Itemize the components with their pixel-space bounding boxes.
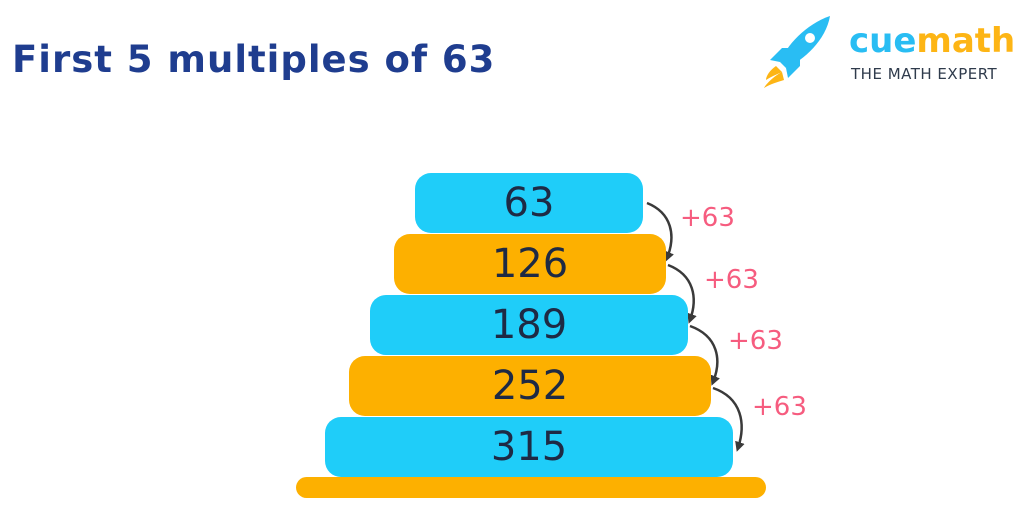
step-label-3: +63	[728, 326, 783, 356]
rocket-icon	[764, 16, 830, 88]
step-label-2: +63	[704, 265, 759, 295]
step-label-1: +63	[680, 203, 735, 233]
logo-cue-text: cue	[849, 21, 917, 61]
step-arrow-1	[646, 201, 674, 262]
step-label-4: +63	[752, 392, 807, 422]
logo-tagline: THE MATH EXPERT	[851, 65, 998, 83]
multiple-bar-5: 315	[325, 417, 733, 477]
multiple-bar-2: 126	[394, 234, 666, 294]
multiple-bar-3: 189	[370, 295, 688, 355]
cuemath-logo: cuemath THE MATH EXPERT	[760, 10, 1020, 90]
step-arrow-2	[667, 263, 697, 324]
stack-base	[296, 477, 766, 498]
multiple-bar-4: 252	[349, 356, 711, 416]
page-title: First 5 multiples of 63	[12, 38, 496, 81]
step-arrow-4	[712, 386, 745, 452]
logo-math-text: math	[916, 21, 1016, 61]
multiple-bar-1: 63	[415, 173, 643, 233]
step-arrow-3	[689, 324, 720, 386]
